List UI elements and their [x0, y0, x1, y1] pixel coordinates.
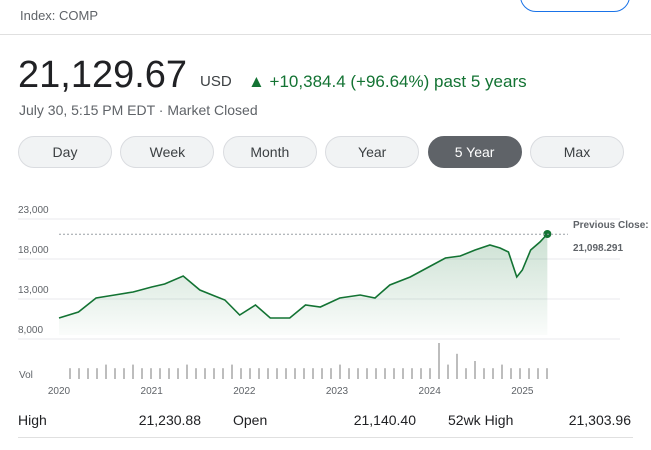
volume-bar: [285, 368, 287, 379]
volume-bar: [132, 364, 134, 379]
volume-bar: [186, 364, 188, 379]
change: ▲ +10,384.4 (+96.64%) past 5 years: [248, 72, 527, 91]
volume-bar: [303, 368, 305, 379]
volume-bar: [384, 368, 386, 379]
volume-bar: [312, 368, 314, 379]
x-tick-label: 2024: [419, 386, 442, 397]
x-tick-label: 2023: [326, 386, 349, 397]
volume-bar: [546, 368, 548, 379]
volume-bar: [114, 368, 116, 379]
volume-bar: [465, 368, 467, 379]
volume-bar: [429, 368, 431, 379]
previous-close-title: Previous Close:: [573, 220, 649, 231]
volume-bar: [168, 368, 170, 379]
volume-bar: [348, 368, 350, 379]
volume-bar: [321, 368, 323, 379]
previous-close-value: 21,098.291: [573, 243, 623, 254]
stat-label: High: [18, 412, 47, 428]
volume-bar: [447, 364, 449, 379]
divider: [18, 437, 633, 438]
volume-bar: [456, 353, 458, 379]
volume-bar: [69, 368, 71, 379]
range-button[interactable]: Max: [530, 136, 624, 168]
volume-bar: [222, 368, 224, 379]
volume-bar: [438, 343, 440, 379]
volume-bar: [357, 368, 359, 379]
volume-bar: [501, 364, 503, 379]
x-tick-label: 2020: [48, 386, 71, 397]
volume-bar: [510, 368, 512, 379]
divider: [0, 34, 651, 35]
stat-label: Open: [233, 412, 268, 428]
y-tick-label: 23,000: [18, 205, 49, 216]
volume-bar: [528, 368, 530, 379]
volume-bar: [366, 368, 368, 379]
y-tick-label: 13,000: [18, 285, 49, 296]
timestamp: July 30, 5:15 PM EDT · Market Closed: [19, 102, 258, 118]
volume-bar: [177, 368, 179, 379]
volume-bar: [402, 368, 404, 379]
stat-value: 21,140.40: [353, 412, 416, 428]
volume-bar: [249, 368, 251, 379]
volume-bar: [339, 364, 341, 379]
x-tick-label: 2021: [141, 386, 164, 397]
volume-bar: [141, 368, 143, 379]
volume-bar: [159, 368, 161, 379]
stat-value: 21,303.96: [568, 412, 631, 428]
currency: USD: [200, 73, 232, 90]
area: [59, 234, 548, 335]
volume-bar: [474, 361, 476, 379]
volume-bar: [330, 368, 332, 379]
volume-bar: [240, 368, 242, 379]
price: 21,129.67: [18, 54, 188, 96]
range-button[interactable]: Year: [325, 136, 420, 168]
y-tick-label: 8,000: [18, 325, 43, 336]
range-button[interactable]: Week: [120, 136, 215, 168]
volume-bar: [375, 368, 377, 379]
volume-label: Vol: [19, 370, 33, 381]
volume-bar: [276, 368, 278, 379]
volume-bar: [420, 368, 422, 379]
range-button[interactable]: Month: [222, 136, 317, 168]
volume-bar: [204, 368, 206, 379]
volume-bar: [537, 368, 539, 379]
volume-bar: [483, 368, 485, 379]
volume-bar: [267, 368, 269, 379]
stat-label: 52wk High: [448, 412, 514, 428]
top-button[interactable]: [520, 0, 630, 12]
volume-bar: [78, 368, 80, 379]
volume-bar: [96, 368, 98, 379]
range-button[interactable]: 5 Year: [427, 136, 522, 168]
volume-bar: [231, 364, 233, 379]
volume-bar: [492, 368, 494, 379]
volume-bar: [195, 368, 197, 379]
chart: 8,000 13,000 18,000 23,000 2020 2021 2022 2023 2…: [18, 205, 649, 397]
volume-bar: [519, 368, 521, 379]
range-button[interactable]: Day: [18, 136, 112, 168]
price-line: [58, 233, 548, 319]
volume-bar: [393, 368, 395, 379]
x-tick-label: 2022: [233, 386, 256, 397]
volume-bar: [105, 364, 107, 379]
volume-bar: [213, 368, 215, 379]
volume-bar: [150, 368, 152, 379]
volume-bar: [294, 368, 296, 379]
volume-bar: [411, 368, 413, 379]
volume-bar: [258, 368, 260, 379]
volume-bar: [123, 368, 125, 379]
stat-value: 21,230.88: [138, 412, 201, 428]
volume-bar: [87, 368, 89, 379]
y-tick-label: 18,000: [18, 245, 49, 256]
index-label: Index: COMP: [20, 8, 99, 23]
x-tick-label: 2025: [511, 386, 534, 397]
